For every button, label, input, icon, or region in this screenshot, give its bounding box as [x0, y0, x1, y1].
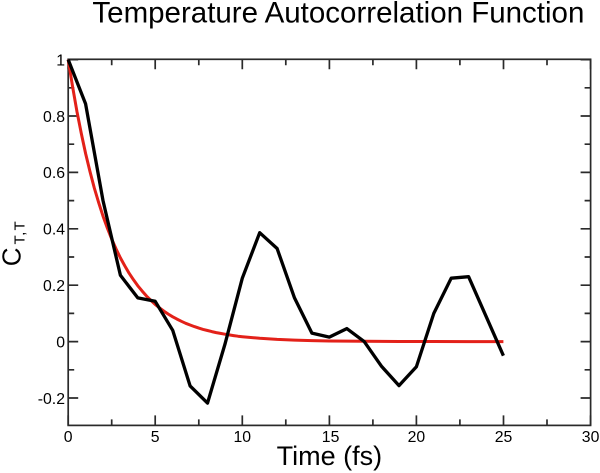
svg-text:25: 25 [495, 429, 513, 446]
svg-text:0: 0 [64, 429, 73, 446]
svg-text:5: 5 [151, 429, 160, 446]
svg-text:15: 15 [322, 429, 340, 446]
svg-text:30: 30 [582, 429, 600, 446]
svg-text:Time (fs): Time (fs) [277, 441, 382, 471]
svg-text:10: 10 [234, 429, 252, 446]
svg-text:0.6: 0.6 [43, 165, 65, 182]
svg-text:0.2: 0.2 [43, 278, 65, 295]
svg-text:Temperature Autocorrelation Fu: Temperature Autocorrelation Function [92, 0, 584, 30]
svg-text:1: 1 [56, 52, 65, 69]
svg-text:-0.2: -0.2 [38, 391, 65, 408]
svg-text:20: 20 [408, 429, 426, 446]
svg-text:0.4: 0.4 [43, 222, 65, 239]
svg-text:0: 0 [56, 334, 65, 351]
svg-text:0.8: 0.8 [43, 109, 65, 126]
